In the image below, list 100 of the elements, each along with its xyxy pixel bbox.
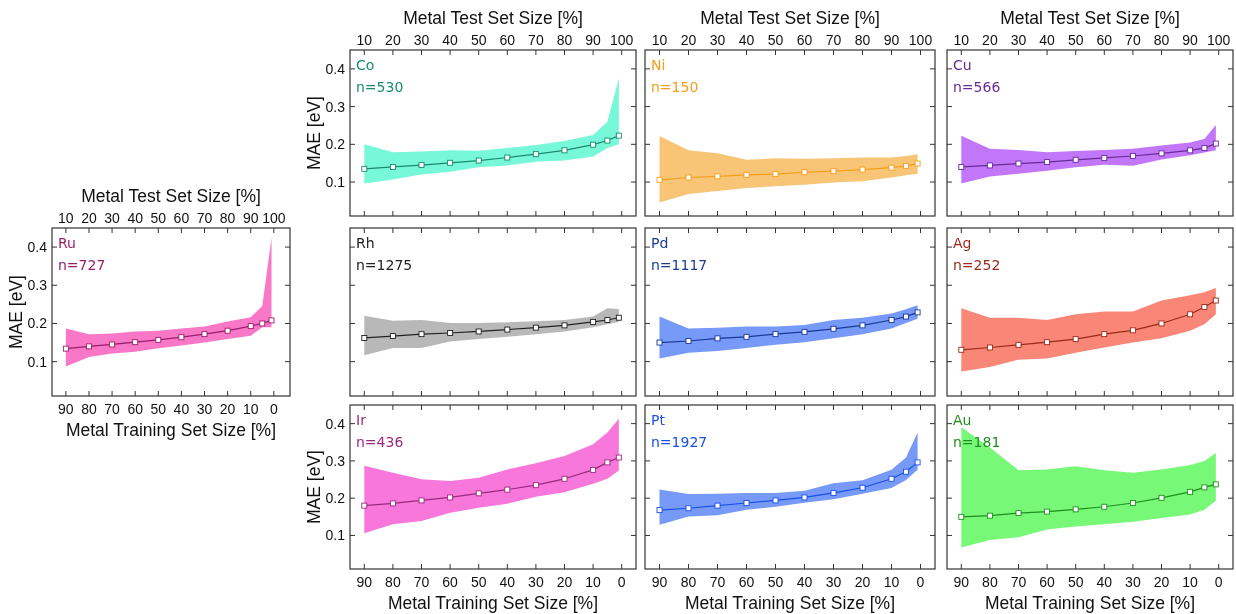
x2-tick-label: 10 (651, 32, 668, 48)
point (604, 137, 611, 144)
point (1201, 304, 1208, 310)
x-axis-title: Metal Training Set Size [%] (65, 420, 277, 440)
x-tick-label: 90 (356, 574, 373, 590)
x2-tick-label: 60 (796, 32, 813, 48)
point (268, 317, 275, 324)
annotation: n=1117 (651, 257, 708, 273)
point (1129, 500, 1136, 506)
x-tick-label: 90 (651, 574, 668, 590)
point (914, 309, 921, 316)
x2-tick-label: 60 (499, 32, 516, 48)
x2-tick-label: 30 (104, 210, 121, 226)
point (1015, 510, 1022, 517)
point (561, 147, 568, 154)
x-axis-title: Metal Training Set Size [%] (684, 593, 896, 613)
point (504, 154, 511, 161)
point (475, 328, 482, 335)
x2-tick-label: 30 (709, 32, 726, 48)
x-tick-label: 0 (916, 574, 925, 590)
x-tick-label: 50 (1067, 574, 1084, 590)
annotation: Au (953, 412, 972, 428)
point (447, 330, 454, 336)
x-tick-label: 30 (196, 401, 213, 417)
point (418, 162, 425, 169)
x-tick-label: 70 (104, 401, 121, 417)
x-tick-label: 50 (767, 574, 784, 590)
point (958, 513, 965, 520)
y-tick-label: 0.3 (325, 98, 346, 115)
point (830, 325, 837, 332)
point (604, 459, 611, 466)
y-tick-label: 0.4 (325, 415, 346, 432)
point (1201, 484, 1208, 491)
x2-tick-label: 20 (81, 210, 97, 226)
point (155, 336, 162, 343)
point (830, 168, 837, 175)
point (1101, 154, 1108, 161)
x2-axis-title: Metal Test Set Size [%] (1000, 8, 1180, 28)
x2-tick-label: 40 (442, 32, 459, 48)
point (1015, 160, 1022, 167)
x2-tick-label: 10 (953, 32, 970, 48)
point (247, 323, 254, 330)
point (1072, 506, 1079, 513)
point (475, 490, 482, 497)
x2-tick-label: 80 (556, 32, 573, 48)
x-tick-label: 0 (1214, 574, 1223, 590)
x2-tick-label: 10 (356, 32, 373, 48)
point (1072, 156, 1079, 163)
annotation: n=1927 (651, 434, 708, 450)
point (1187, 147, 1194, 154)
point (1212, 297, 1219, 304)
point (903, 162, 909, 169)
point (361, 165, 368, 172)
point (1101, 503, 1108, 510)
x2-tick-label: 60 (1096, 32, 1113, 48)
point (801, 328, 808, 335)
x2-tick-label: 30 (1010, 32, 1027, 48)
y-axis-title: MAE [eV] (304, 96, 324, 170)
point (656, 339, 663, 346)
x2-tick-label: 90 (883, 32, 900, 48)
annotation: n=727 (58, 257, 106, 273)
point (914, 160, 921, 167)
x2-tick-label: 100 (1207, 32, 1231, 48)
point (714, 173, 721, 180)
point (1044, 508, 1051, 515)
x2-tick-label: 10 (58, 210, 74, 226)
point (685, 338, 692, 344)
y-axis-title: MAE [eV] (6, 275, 26, 349)
x-tick-label: 10 (883, 574, 900, 590)
x-tick-label: 50 (150, 401, 167, 417)
x-tick-label: 0 (269, 401, 278, 417)
point (615, 454, 622, 461)
x2-tick-label: 40 (738, 32, 755, 48)
point (504, 486, 511, 493)
x2-tick-label: 50 (150, 210, 167, 226)
x2-tick-label: 30 (413, 32, 430, 48)
point (475, 157, 482, 164)
point (418, 331, 425, 338)
point (532, 151, 539, 158)
x2-tick-label: 70 (1125, 32, 1141, 48)
annotation: Co (356, 57, 375, 73)
x2-tick-label: 80 (854, 32, 871, 48)
point (504, 326, 511, 333)
point (859, 322, 866, 329)
x2-tick-label: 90 (585, 32, 602, 48)
x-tick-label: 60 (1039, 574, 1056, 590)
point (986, 512, 993, 519)
point (201, 331, 208, 338)
point (1187, 488, 1194, 495)
point (132, 339, 139, 346)
point (714, 335, 721, 342)
x-tick-label: 90 (953, 574, 970, 590)
x2-tick-label: 90 (242, 210, 259, 226)
x-tick-label: 90 (58, 401, 74, 417)
point (361, 502, 368, 509)
point (859, 166, 866, 173)
x-tick-label: 30 (528, 574, 544, 590)
annotation: n=252 (953, 257, 1001, 273)
point (561, 475, 568, 482)
x-tick-label: 10 (1182, 574, 1199, 590)
